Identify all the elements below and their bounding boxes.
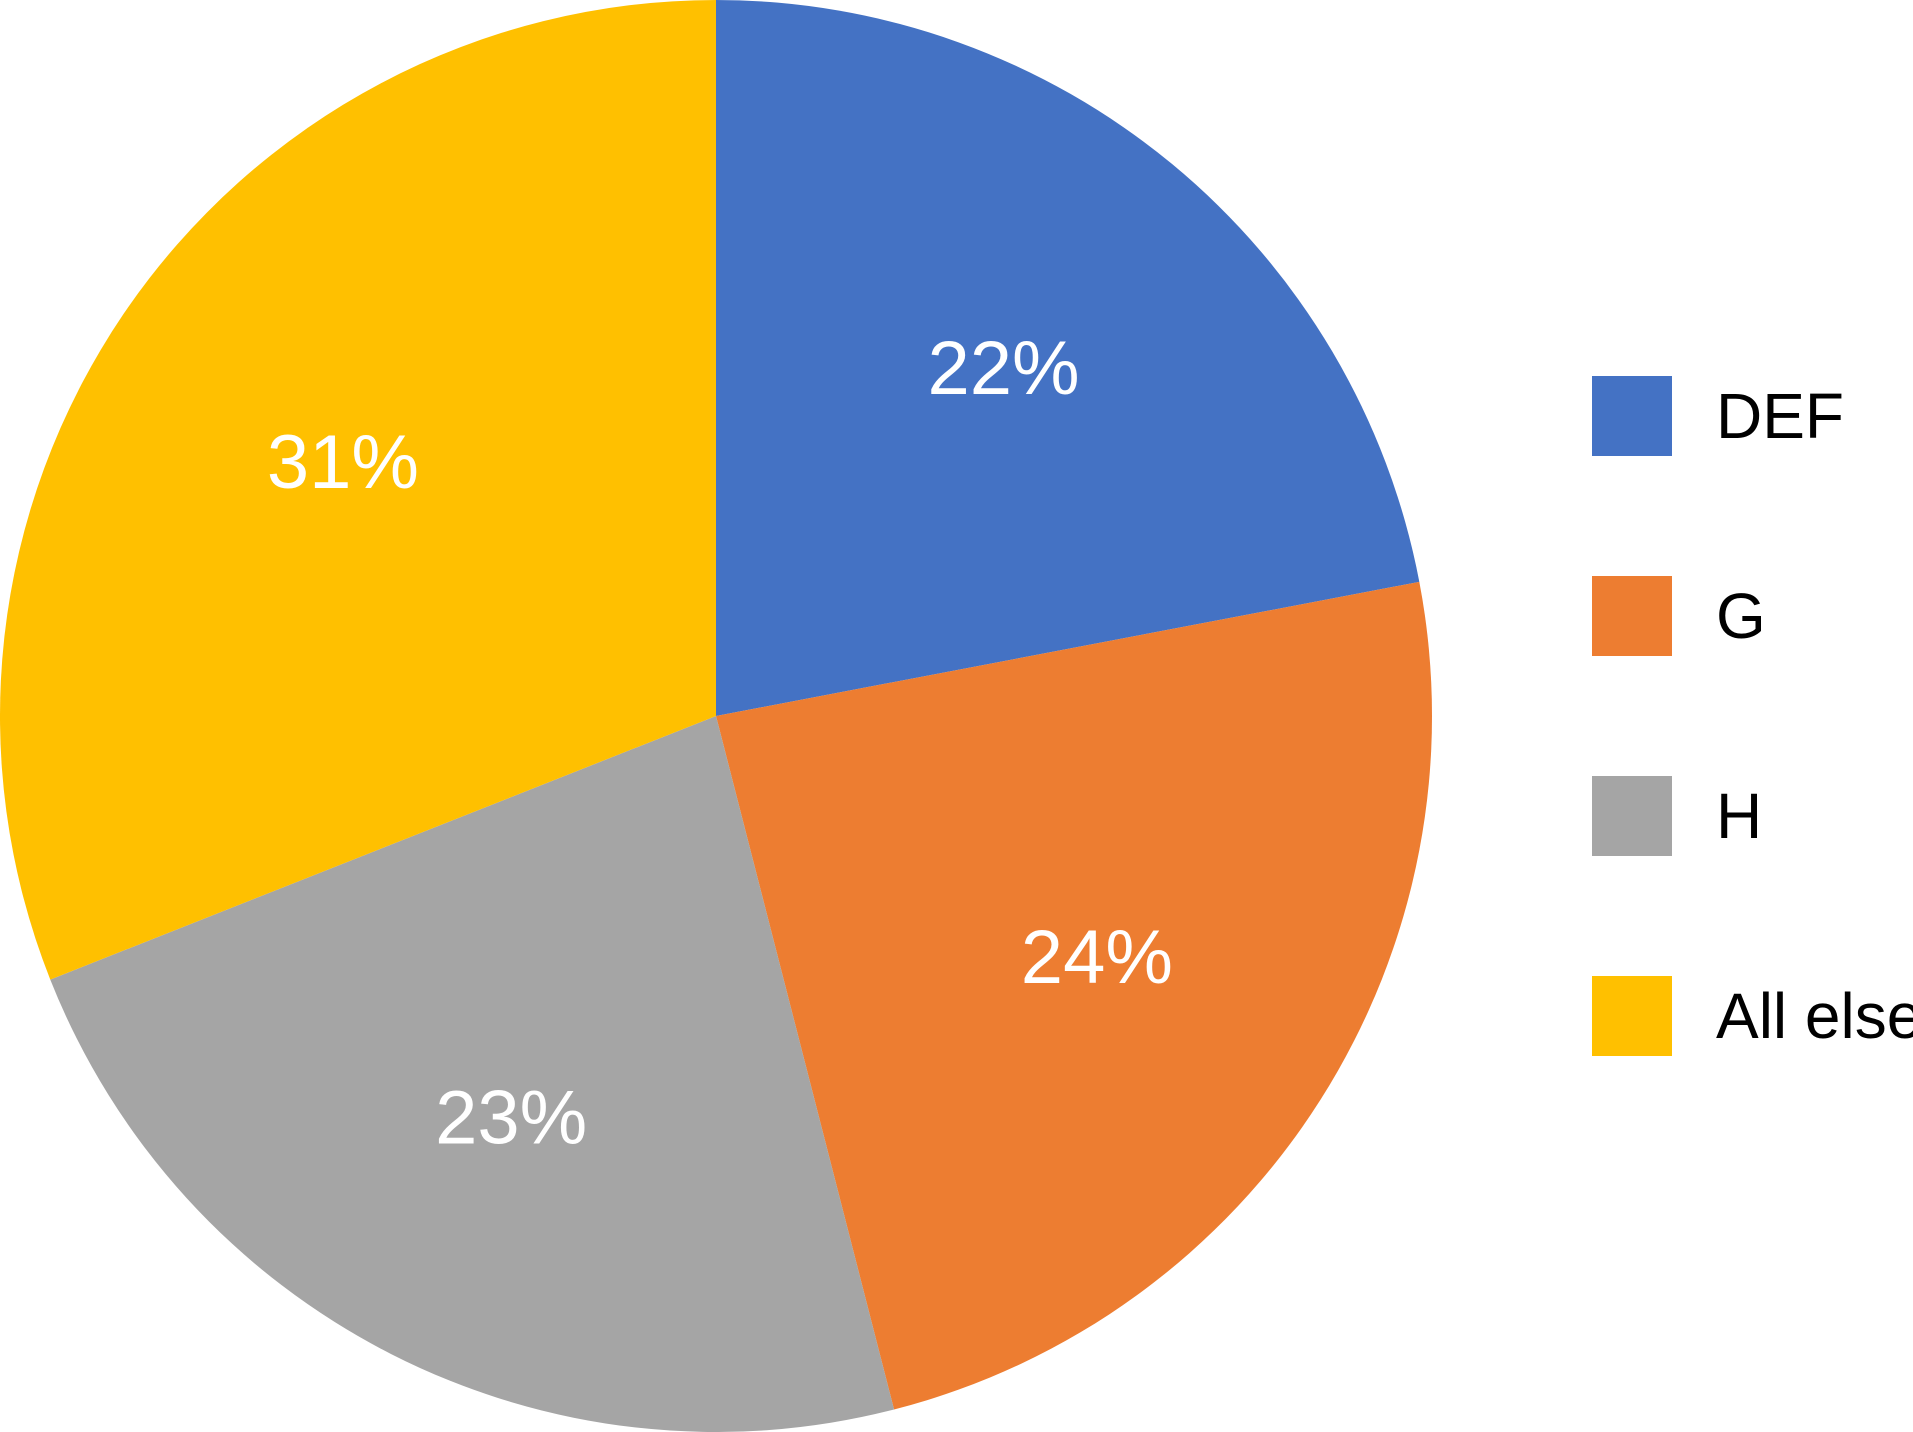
legend-swatch-g (1592, 576, 1672, 656)
pie-slice-all-else (0, 0, 716, 980)
legend-label-h: H (1716, 780, 1762, 852)
legend-swatch-all-else (1592, 976, 1672, 1056)
legend-swatch-def (1592, 376, 1672, 456)
legend-label-all-else: All else (1716, 980, 1913, 1052)
data-label-def: 22% (927, 326, 1079, 411)
pie-slice-h (50, 716, 895, 1432)
legend-label-g: G (1716, 580, 1766, 652)
data-label-g: 24% (1021, 915, 1173, 1000)
pie-slice-g (716, 581, 1433, 1410)
legend-label-def: DEF (1716, 380, 1844, 452)
legend-swatch-h (1592, 776, 1672, 856)
legend: DEF G H All else (1592, 376, 1913, 1056)
pie-slices (0, 0, 1433, 1432)
data-label-all-else: 31% (267, 420, 419, 505)
pie-slice-labels: 22% 24% 23% 31% (267, 326, 1173, 1160)
pie-slice-def (716, 0, 1420, 716)
data-label-h: 23% (435, 1075, 587, 1160)
